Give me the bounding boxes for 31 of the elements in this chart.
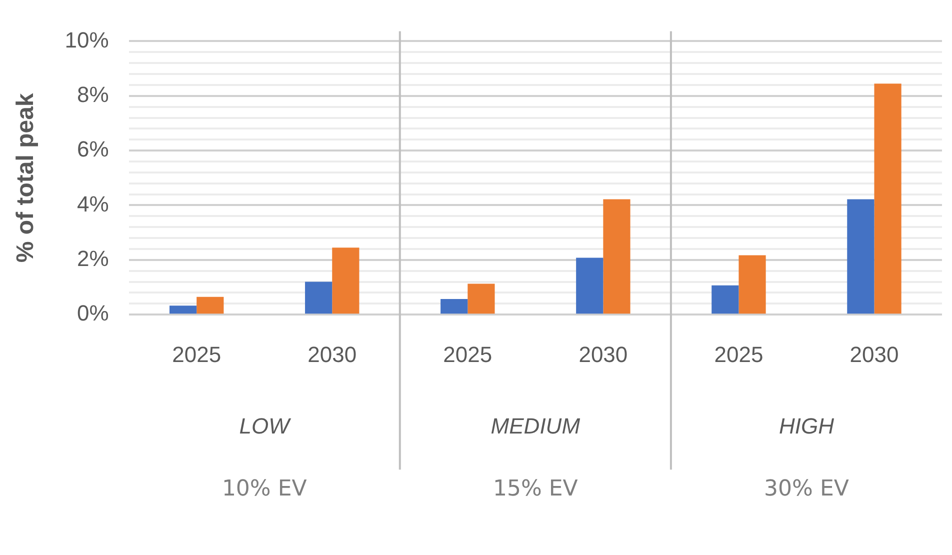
x-tick-label: 2025	[443, 342, 492, 367]
x-tick-label: 2025	[172, 342, 222, 367]
text: 30% EV	[764, 476, 849, 502]
y-tick-label: 8%	[77, 82, 109, 107]
x-tick-label: 2030	[850, 342, 899, 367]
x-tick-label: 2025	[714, 342, 764, 367]
x-tick-label: 2030	[308, 342, 357, 367]
bar	[712, 285, 739, 314]
y-tick-label: 4%	[77, 191, 109, 216]
bar	[576, 258, 604, 314]
bar	[874, 84, 902, 314]
text: HIGH	[778, 414, 834, 439]
text: MEDIUM	[490, 414, 581, 439]
bar	[603, 199, 630, 314]
text: 10% EV	[222, 476, 307, 502]
text: LOW	[239, 414, 292, 439]
bar	[468, 284, 495, 314]
y-tick-label: 10%	[64, 27, 109, 52]
text: 15% EV	[492, 476, 578, 502]
bar	[440, 299, 468, 314]
bar	[847, 199, 874, 314]
y-axis-title: % of total peak	[12, 92, 40, 263]
bar	[196, 296, 224, 314]
y-tick-label: 0%	[77, 300, 109, 326]
x-tick-label: 2030	[578, 342, 628, 367]
y-tick-label: 2%	[77, 246, 109, 271]
bar	[738, 255, 766, 314]
bar	[305, 282, 332, 314]
bar	[332, 248, 360, 314]
y-tick-label: 6%	[77, 136, 109, 162]
bar	[169, 306, 197, 314]
